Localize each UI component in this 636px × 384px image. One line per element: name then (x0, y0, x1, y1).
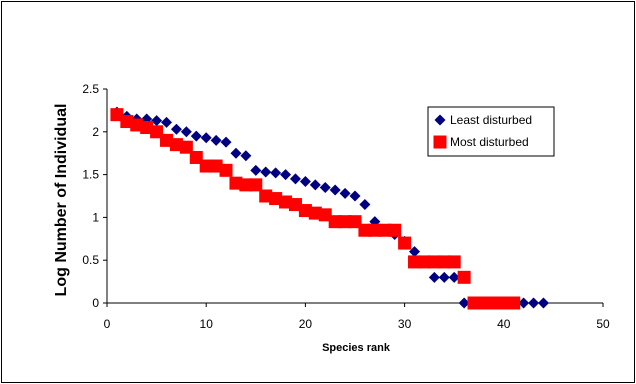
most-disturbed-point (308, 206, 322, 220)
x-tick-label: 30 (398, 317, 412, 331)
least-disturbed-point (528, 297, 540, 309)
most-disturbed-point (259, 189, 273, 203)
least-disturbed-point (359, 199, 371, 211)
x-tick-label: 0 (104, 317, 111, 331)
most-disturbed-point (437, 255, 451, 269)
most-disturbed-point (288, 198, 302, 212)
least-disturbed-point (161, 116, 173, 128)
legend-box (427, 106, 555, 157)
most-disturbed-point (219, 163, 233, 177)
least-disturbed-point (190, 130, 202, 142)
x-axis-title: Species rank (322, 342, 391, 354)
most-disturbed-point (140, 121, 154, 135)
most-disturbed-point (179, 140, 193, 154)
most-disturbed-point (160, 133, 174, 147)
least-disturbed-point (220, 136, 232, 148)
least-disturbed-point (319, 181, 331, 193)
most-disturbed-point (298, 204, 312, 218)
most-disturbed-point (269, 192, 283, 206)
legend-label-least-disturbed: Least disturbed (450, 113, 532, 127)
most-disturbed-point (358, 223, 372, 237)
least-disturbed-point (170, 123, 182, 135)
least-disturbed-point (260, 166, 272, 178)
most-disturbed-point (189, 150, 203, 164)
y-tick-label: 0.5 (82, 253, 99, 267)
y-tick-label: 2 (92, 125, 99, 139)
least-disturbed-point (240, 150, 252, 162)
most-disturbed-point (209, 159, 223, 173)
least-disturbed-point (299, 175, 311, 187)
least-disturbed-point (448, 271, 460, 283)
least-disturbed-point (438, 271, 450, 283)
y-tick-label: 0 (92, 296, 99, 310)
least-disturbed-point (270, 167, 282, 179)
legend-marker-least-disturbed (434, 114, 446, 126)
least-disturbed-point (250, 164, 262, 176)
least-disturbed-point (409, 246, 421, 258)
least-disturbed-point (180, 126, 192, 138)
legend-label-most-disturbed: Most disturbed (450, 135, 529, 149)
least-disturbed-point (210, 134, 222, 146)
most-disturbed-point (150, 125, 164, 139)
y-tick-label: 1.5 (82, 168, 99, 182)
least-disturbed-point (289, 173, 301, 185)
x-tick-label: 10 (200, 317, 214, 331)
most-disturbed-point (249, 178, 263, 192)
least-disturbed-point (200, 132, 212, 144)
most-disturbed-point (368, 223, 382, 237)
most-disturbed-point (507, 296, 521, 310)
most-disturbed-point (318, 208, 332, 222)
x-tick-label: 40 (497, 317, 511, 331)
most-disturbed-point (328, 215, 342, 229)
most-disturbed-point (348, 215, 362, 229)
legend-marker-most-disturbed (433, 135, 447, 149)
least-disturbed-point (230, 147, 242, 159)
least-disturbed-point (309, 179, 321, 191)
y-tick-label: 1 (92, 210, 99, 224)
least-disturbed-point (151, 115, 163, 127)
least-disturbed-point (329, 184, 341, 196)
x-tick-label: 50 (596, 317, 610, 331)
most-disturbed-point (467, 296, 481, 310)
most-disturbed-point (110, 108, 124, 122)
most-disturbed-point (229, 176, 243, 190)
plot-area: 0 0.5 1 1.5 2 2.5 0 10 20 30 40 50 Least disturbed Mo… (82, 82, 610, 331)
least-disturbed-point (458, 297, 470, 309)
most-disturbed-point (279, 195, 293, 209)
y-tick-label: 2.5 (82, 82, 99, 96)
most-disturbed-point (388, 223, 402, 237)
least-disturbed-point (280, 169, 292, 181)
most-disturbed-point (487, 296, 501, 310)
most-disturbed-point (497, 296, 511, 310)
most-disturbed-point (457, 270, 471, 284)
most-disturbed-point (338, 215, 352, 229)
y-axis-title: Log Number of Individual (53, 104, 70, 297)
least-disturbed-point (339, 187, 351, 199)
most-disturbed-point (447, 255, 461, 269)
least-disturbed-point (537, 297, 549, 309)
most-disturbed-point (199, 159, 213, 173)
x-tick-label: 20 (299, 317, 313, 331)
most-disturbed-point (427, 255, 441, 269)
most-disturbed-point (130, 118, 144, 132)
most-disturbed-point (398, 236, 412, 250)
most-disturbed-point (169, 138, 183, 152)
least-disturbed-point (349, 190, 361, 202)
most-disturbed-point (378, 223, 392, 237)
least-disturbed-point (428, 271, 440, 283)
least-disturbed-point (518, 297, 530, 309)
most-disturbed-point (120, 115, 134, 129)
most-disturbed-point (417, 255, 431, 269)
most-disturbed-point (477, 296, 491, 310)
most-disturbed-point (239, 178, 253, 192)
most-disturbed-point (408, 255, 422, 269)
